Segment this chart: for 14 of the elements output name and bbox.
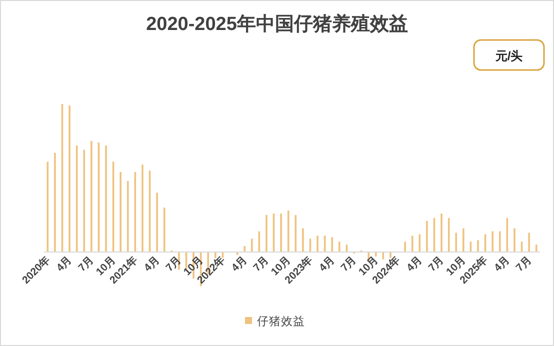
text: 元/头 — [494, 49, 523, 63]
x-tick-label: 7月 — [76, 254, 97, 274]
x-tick-label: 4月 — [492, 254, 512, 274]
x-tick-label: 4月 — [54, 254, 75, 274]
x-tick-label: 4月 — [404, 254, 425, 274]
x-tick-label: 4月 — [142, 254, 162, 274]
x-tick-label: 4月 — [229, 254, 250, 274]
x-tick-label: 4月 — [316, 254, 338, 274]
legend-label: 仔猪效益 — [257, 315, 305, 328]
x-tick-label: 7月 — [251, 254, 272, 274]
chart-title: 2020-2025年中国仔猪养殖效益 — [146, 13, 408, 35]
x-tick-label: 7月 — [514, 254, 534, 274]
x-tick-label: 7月 — [338, 254, 360, 274]
x-tick-label: 7月 — [426, 254, 447, 274]
